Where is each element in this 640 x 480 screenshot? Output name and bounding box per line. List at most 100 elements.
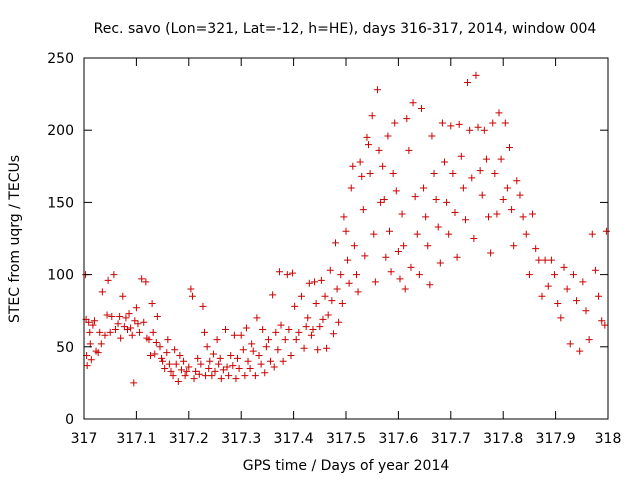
data-point [177,366,185,374]
data-point [206,357,214,365]
y-axis-label: STEC from uqrg / TECUs [7,155,23,323]
data-point [127,324,135,332]
data-point [480,126,488,134]
data-point [239,346,247,354]
data-point [304,314,312,322]
data-point [110,271,118,279]
data-point [503,184,511,192]
data-point [213,336,221,344]
data-point [219,366,227,374]
data-point [472,71,480,79]
data-point [281,336,289,344]
data-point [138,275,146,283]
data-point [415,271,423,279]
chart-title: Rec. savo (Lon=321, Lat=-12, h=HE), days… [94,21,597,37]
data-point [180,357,188,365]
data-point [108,312,116,320]
data-point [361,252,369,260]
data-point [350,242,358,250]
data-point [221,325,229,333]
data-point [544,282,552,290]
data-point [205,364,213,372]
data-point [591,266,599,274]
data-point [140,318,148,326]
data-point [302,323,310,331]
data-point [516,191,524,199]
data-point [289,269,297,277]
data-point [223,363,231,371]
data-point [283,271,291,279]
data-point [103,311,111,319]
x-tick-label: 317.1 [116,431,156,447]
data-point [246,364,254,372]
data-point [145,336,153,344]
data-point [215,360,223,368]
data-point [585,336,593,344]
data-point [199,302,207,310]
data-point [569,271,577,279]
data-point [194,354,202,362]
data-point [253,314,261,322]
data-point [384,132,392,140]
data-point [295,328,303,336]
data-point [409,99,417,107]
data-point [255,351,263,359]
y-tick-label: 50 [56,340,74,356]
data-point [94,349,102,357]
y-tick-label: 150 [47,195,74,211]
data-point [319,315,327,323]
data-point [478,191,486,199]
data-point [375,146,383,154]
data-point [125,310,133,318]
data-point [300,344,308,352]
x-tick-label: 318 [595,431,622,447]
data-point [172,360,180,368]
data-point [174,377,182,385]
data-point [323,344,331,352]
data-point [187,285,195,293]
data-point [208,372,216,380]
data-point [131,317,139,325]
plot-frame [83,57,609,420]
data-point [188,292,196,300]
data-point [466,126,474,134]
data-point [392,187,400,195]
data-point [120,323,128,331]
x-tick-label: 317.2 [169,431,209,447]
y-tick-label: 200 [47,123,74,139]
data-point [197,360,205,368]
data-point [468,174,476,182]
data-point [403,115,411,123]
data-point [165,360,173,368]
data-point [90,317,98,325]
data-point [274,346,282,354]
data-point [476,167,484,175]
data-point [579,278,587,286]
data-point [489,119,497,127]
data-point [482,155,490,163]
data-point [297,292,305,300]
data-point [147,351,155,359]
data-point [326,266,334,274]
data-point [424,242,432,250]
data-point [443,198,451,206]
data-point [244,357,252,365]
data-point [117,334,125,342]
data-point [159,357,167,365]
data-point [349,162,357,170]
data-point [89,321,97,329]
data-point [229,362,237,370]
data-point [307,331,315,339]
data-point [382,253,390,261]
data-point [85,318,93,326]
data-point [411,193,419,201]
data-point [270,363,278,371]
data-point [257,360,265,368]
data-point [347,184,355,192]
data-point [513,177,521,185]
data-point [151,350,159,358]
data-point [377,198,385,206]
data-point [535,256,543,264]
data-point [153,312,161,320]
